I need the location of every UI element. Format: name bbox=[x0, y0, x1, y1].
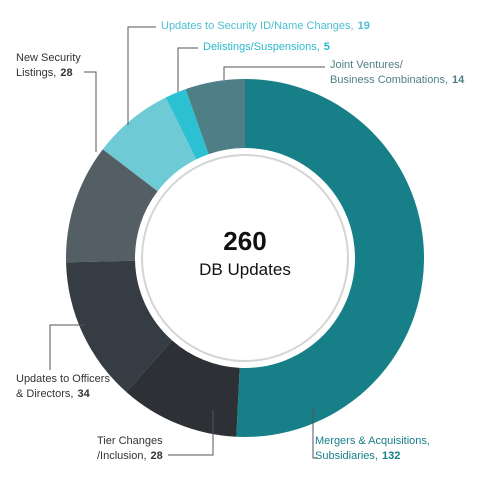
donut-segment bbox=[126, 340, 240, 437]
label-line: Business Combinations, bbox=[330, 74, 448, 86]
label-value: 34 bbox=[77, 388, 90, 400]
label-value: 28 bbox=[60, 67, 72, 79]
label-line: /Inclusion, bbox=[97, 450, 147, 462]
leader-line bbox=[84, 71, 97, 152]
donut-segment bbox=[165, 89, 209, 160]
donut-segment bbox=[66, 260, 173, 392]
segment-label: New Security Listings, 28 bbox=[16, 52, 81, 79]
label-value: 28 bbox=[151, 450, 163, 462]
total: 260 bbox=[223, 226, 266, 256]
label-line: & Directors, bbox=[16, 388, 73, 400]
segment-label: Updates to Officers & Directors, 34 bbox=[16, 373, 110, 400]
center-disc bbox=[141, 154, 349, 362]
label-line: Updates to Officers bbox=[16, 373, 110, 385]
segment-label: Mergers & Acquisitions, Subsidiaries, 132 bbox=[315, 435, 430, 462]
donut-segment bbox=[236, 79, 425, 438]
leader-line bbox=[177, 47, 198, 92]
leader-line bbox=[127, 26, 156, 125]
label-line: Mergers & Acquisitions, bbox=[315, 435, 430, 447]
donut-segment bbox=[102, 97, 197, 192]
segment-label: Tier Changes/Inclusion, 28 bbox=[97, 435, 163, 462]
label-value: 14 bbox=[452, 74, 465, 86]
donut-segment bbox=[66, 149, 158, 263]
label-line: Listings, bbox=[16, 67, 56, 79]
leader-line bbox=[168, 410, 214, 456]
label-value: 132 bbox=[382, 450, 400, 462]
label-line: Delistings/Suspensions, bbox=[203, 41, 320, 53]
leader-line bbox=[49, 324, 85, 370]
label-line: Updates to Security ID/Name Changes, bbox=[161, 20, 354, 32]
leader-line bbox=[223, 66, 325, 80]
label-line: New Security bbox=[16, 52, 81, 64]
center-label: DB Updates bbox=[199, 260, 291, 279]
label-line: Joint Ventures/ bbox=[330, 59, 404, 71]
leader-line bbox=[312, 408, 318, 459]
label-value: 5 bbox=[324, 41, 330, 53]
label-line: Subsidiaries, bbox=[315, 450, 378, 462]
segment-label: Updates to Security ID/Name Changes, 19 bbox=[161, 20, 370, 32]
donut-segment bbox=[185, 79, 245, 155]
segment-label: Joint Ventures/Business Combinations, 14 bbox=[330, 59, 465, 86]
segment-label: Delistings/Suspensions, 5 bbox=[203, 41, 330, 53]
label-value: 19 bbox=[358, 20, 370, 32]
labels: Mergers & Acquisitions, Subsidiaries, 132 T… bbox=[16, 20, 465, 462]
label-line: Tier Changes bbox=[97, 435, 163, 447]
